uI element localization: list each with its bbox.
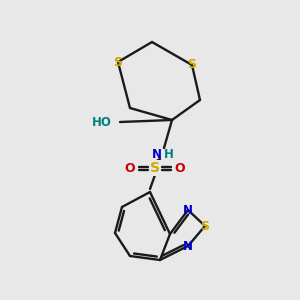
Text: O: O [175,161,185,175]
Text: S: S [200,220,209,232]
Text: O: O [125,161,135,175]
Text: S: S [150,161,160,175]
Text: S: S [188,58,196,71]
Text: N: N [183,239,193,253]
Text: N: N [152,148,162,160]
Text: S: S [113,56,122,68]
Text: HO: HO [92,116,112,128]
Text: H: H [164,148,174,160]
Text: N: N [183,203,193,217]
